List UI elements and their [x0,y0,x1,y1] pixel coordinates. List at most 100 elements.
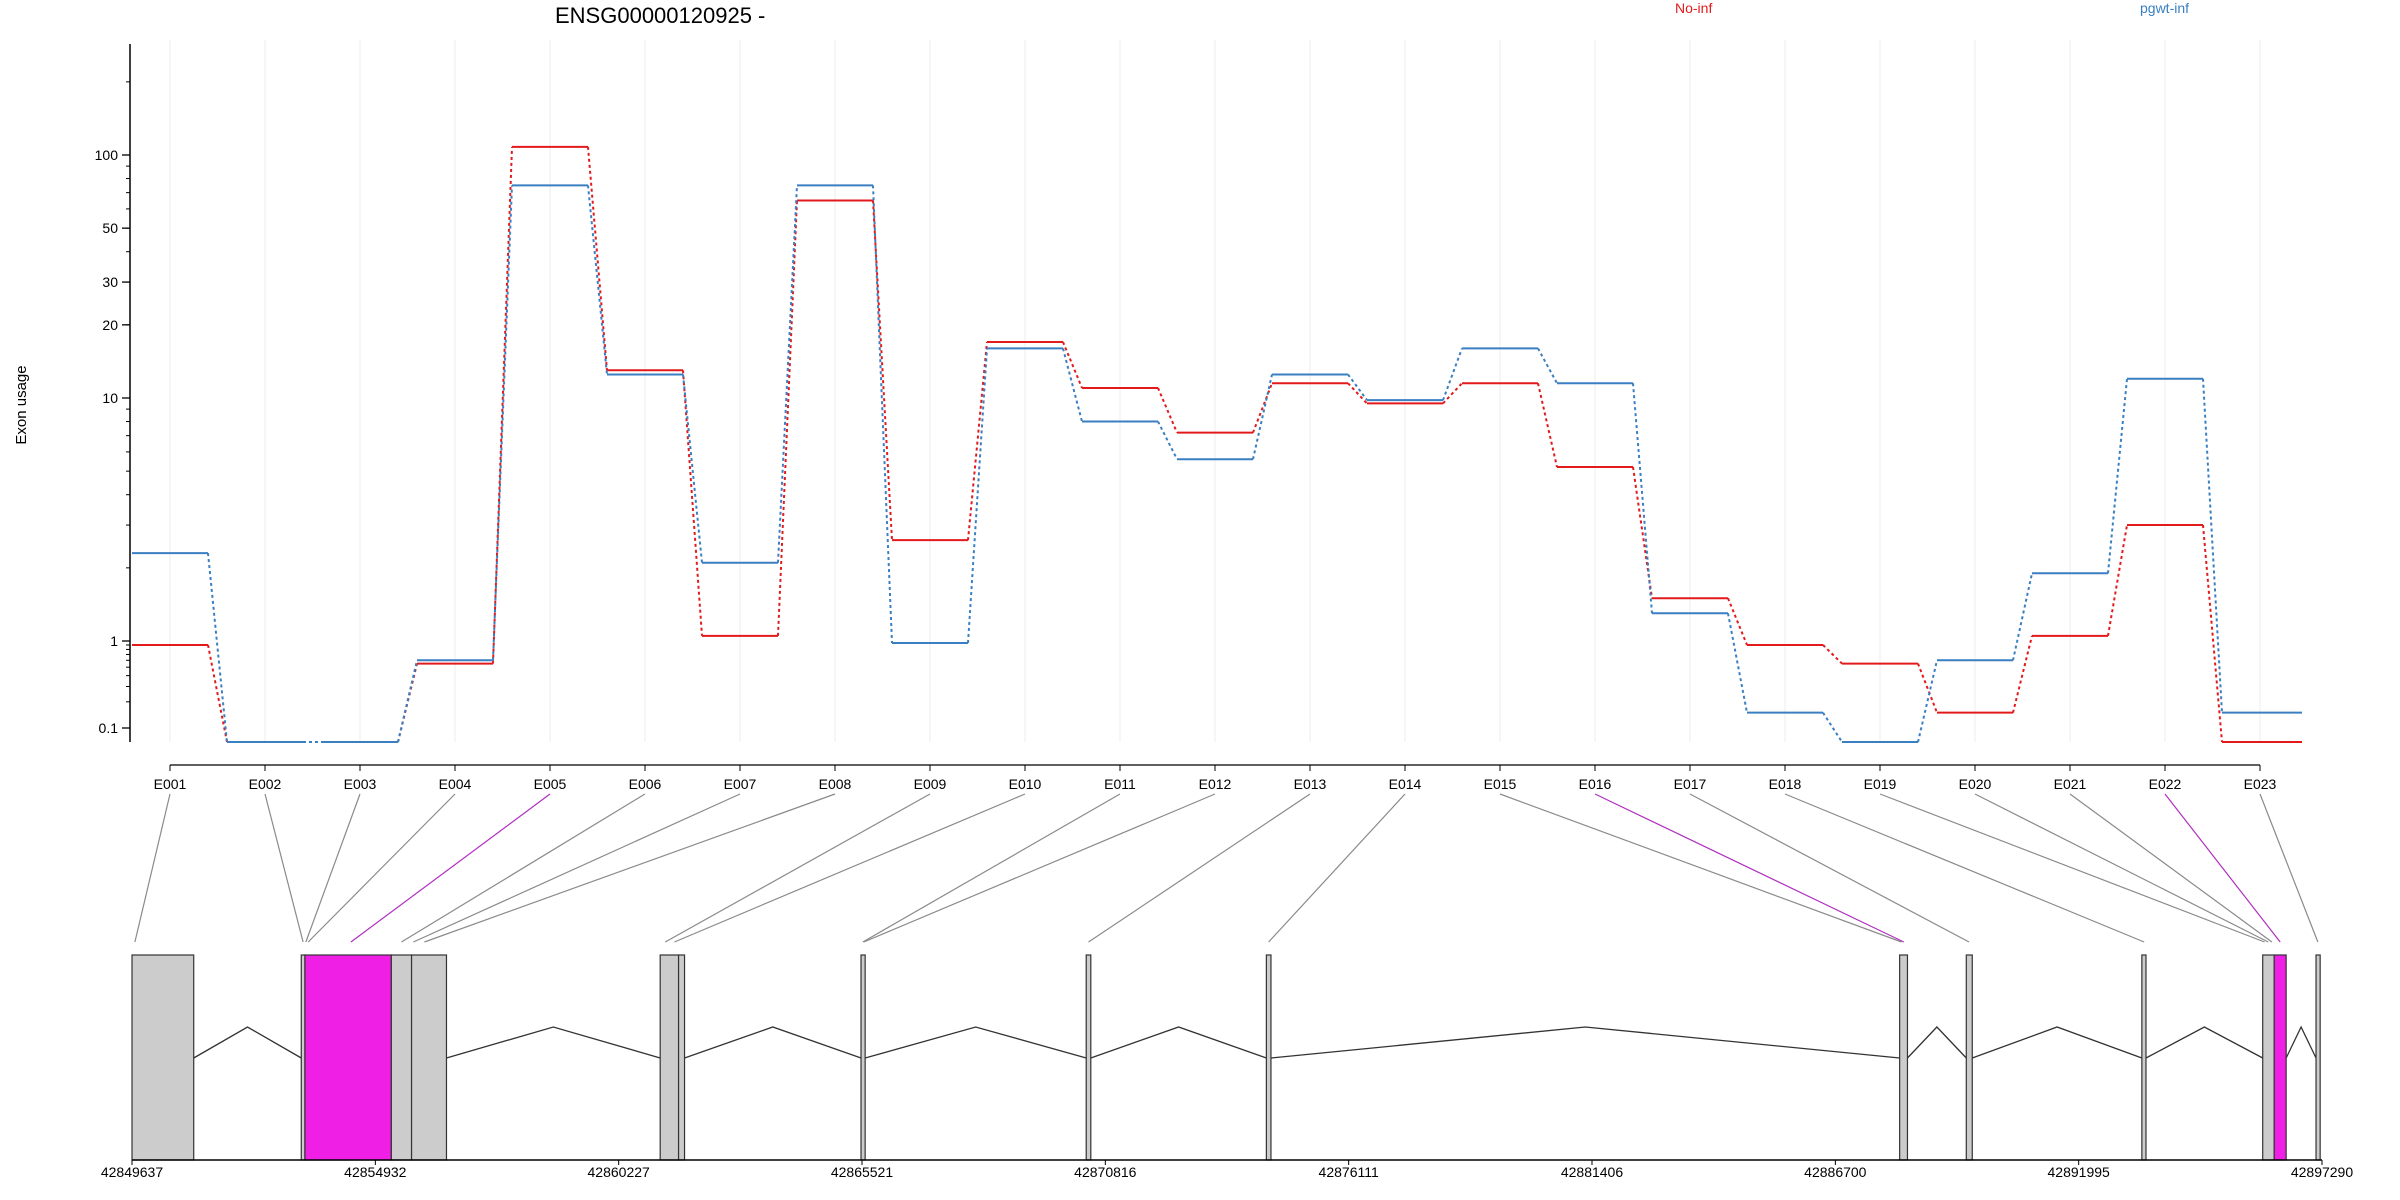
genomic-tick-label: 42854932 [344,1164,407,1180]
series-transition [1917,660,1938,743]
intron [1906,1026,1967,1059]
exon-bin-link [1594,793,1905,943]
exon-bin-link [2164,793,2281,943]
exon [390,954,413,1161]
series-transition [682,374,703,563]
series-transition [1062,341,1083,389]
genomic-tick-label: 42886700 [1804,1164,1867,1180]
genomic-tick-label: 42849637 [101,1164,164,1180]
chart-title: ENSG00000120925 - [555,3,765,28]
exon-bin-link [350,793,551,943]
series-transition [777,200,798,636]
y-tick-label: 20 [102,317,118,333]
y-tick-label: 100 [95,147,119,163]
series-transition [1157,421,1178,460]
intron [193,1026,302,1059]
x-tick-label: E012 [1199,776,1232,792]
exon [677,954,686,1161]
legend-pgwt-inf: pgwt-inf [2140,0,2189,16]
exon-bin-link [863,793,1216,943]
exon-bin-link [401,793,646,943]
x-tick-label: E021 [2054,776,2087,792]
series-transition [2107,378,2128,574]
intron [1090,1026,1267,1059]
x-tick-label: E011 [1104,776,1136,792]
series-transition [1062,348,1083,422]
series-transition [1347,382,1368,405]
series-transition [1252,382,1273,434]
gene-model: 42849637 42854932 42860227 42865521 42870816… [101,954,2353,1180]
exon [131,954,195,1161]
series-transition [1822,712,1843,743]
exon-bin-link [413,793,741,943]
series-transition [2202,524,2223,743]
exon [860,954,866,1161]
exon-bin-link [2069,793,2273,943]
intron [2145,1026,2264,1059]
x-tick-label: E010 [1009,776,1042,792]
x-tick-label: E020 [1959,776,1992,792]
series-transition [587,146,608,371]
exon-bin-link [264,793,304,943]
series-lines [132,145,2302,743]
series-transition [587,185,608,375]
x-tick-label: E001 [154,776,187,792]
legend-no-inf: No-inf [1675,0,1712,16]
intron [864,1026,1087,1059]
intron [1972,1026,2143,1059]
exon [410,954,448,1161]
x-tick-label: E018 [1769,776,1802,792]
series-transition [207,553,228,743]
exon-bin-link [674,793,1026,943]
exon-bin-link [1879,793,2265,943]
x-tick-label: E006 [629,776,662,792]
y-tick-label: 10 [102,390,118,406]
x-tick-label: E009 [914,776,947,792]
series-transition [1537,347,1558,384]
series-transition [682,370,703,636]
intron [2285,1025,2317,1059]
y-tick-label: 1 [110,633,118,649]
exon-bin-link [2259,793,2319,943]
x-tick-label: E008 [819,776,852,792]
exon-highlighted [2273,954,2287,1161]
series-transition [1347,373,1368,401]
exon [1085,954,1092,1161]
exon-bin-link [1784,793,2145,943]
x-tick-label: E017 [1674,776,1707,792]
series-transition [492,185,513,661]
x-tick-label: E019 [1864,776,1897,792]
exon-bin-link [307,793,456,943]
exon [659,954,680,1161]
x-tick-label: E013 [1294,776,1327,792]
exon [2262,954,2275,1161]
exon [1265,954,1272,1161]
intron [1270,1026,1900,1059]
series-transition [2012,573,2033,661]
series-transition [1822,644,1843,665]
exon-bin-link [134,793,171,943]
x-tick-label: E014 [1389,776,1422,792]
x-tick-label: E003 [344,776,377,792]
series-transition [492,146,513,664]
series-transition [207,644,228,743]
y-tick-label: 30 [102,274,118,290]
exon-bin-link [1974,793,2269,943]
x-tick-label: E023 [2244,776,2277,792]
genomic-tick-label: 42876111 [1319,1164,1379,1180]
exon-bin-link [1268,793,1406,943]
series-transition [2202,378,2223,713]
x-tick-label: E002 [249,776,282,792]
axes: 0.1 1 10 20 30 50 100 E001 E002 E003 E004 E005 E006 E… [95,44,2277,792]
exon [2315,954,2321,1161]
series-transition [1727,613,1748,713]
genomic-tick-label: 42860227 [588,1164,651,1180]
series-transition [872,200,893,541]
series-transition [397,660,418,743]
series-transition [1537,383,1558,468]
series-transition [777,185,798,563]
exon-bin-link [424,793,836,943]
exon [2141,954,2147,1161]
exon-bin-link [1689,793,1970,943]
